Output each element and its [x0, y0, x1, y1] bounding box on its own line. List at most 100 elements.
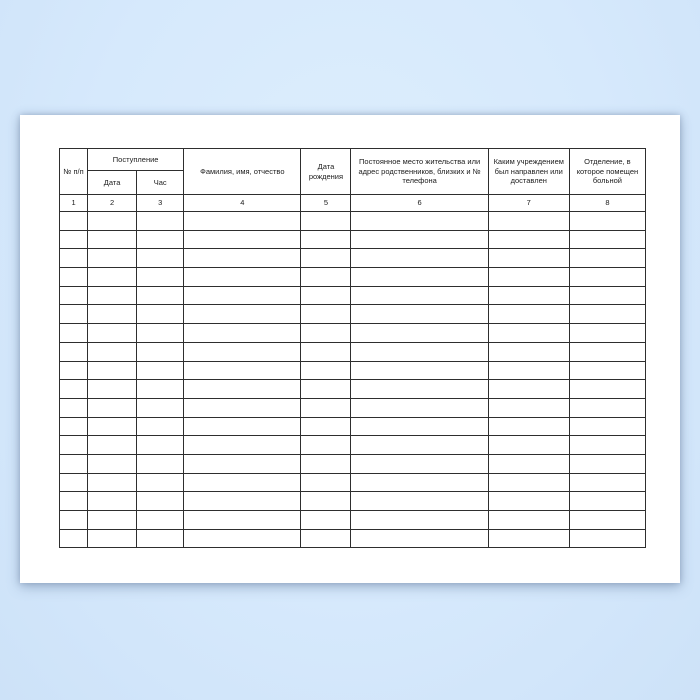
empty-cell — [350, 248, 489, 269]
empty-cell — [350, 379, 489, 399]
header-cell-admission-hour: Час — [136, 170, 185, 195]
empty-cell — [136, 453, 185, 474]
empty-cell — [136, 397, 185, 418]
empty-cell — [568, 267, 647, 287]
table-row — [58, 491, 647, 511]
empty-cell — [300, 379, 352, 399]
empty-cell — [300, 248, 352, 269]
column-number-cell: 1 — [58, 194, 89, 212]
empty-cell — [350, 397, 489, 418]
empty-cell — [183, 267, 302, 287]
table-row — [58, 285, 647, 306]
empty-cell — [136, 510, 185, 530]
empty-cell — [568, 397, 647, 418]
empty-cell — [183, 491, 302, 511]
empty-cell — [87, 510, 138, 530]
empty-cell — [183, 453, 302, 474]
empty-cell — [87, 341, 138, 362]
table-row — [58, 416, 647, 437]
empty-cell — [87, 416, 138, 437]
empty-cell — [136, 472, 185, 493]
empty-cell — [487, 397, 570, 418]
empty-cell — [568, 229, 647, 250]
empty-cell — [136, 435, 185, 455]
empty-cell — [58, 491, 89, 511]
column-number-cell: 3 — [136, 194, 185, 212]
table-row — [58, 360, 647, 381]
empty-cell — [58, 510, 89, 530]
empty-cell — [183, 379, 302, 399]
empty-cell — [350, 323, 489, 343]
empty-cell — [183, 304, 302, 325]
empty-cell — [58, 248, 89, 269]
empty-cell — [568, 211, 647, 231]
empty-cell — [568, 510, 647, 530]
empty-cell — [300, 491, 352, 511]
empty-cell — [300, 528, 352, 549]
empty-cell — [487, 528, 570, 549]
table-row — [58, 528, 647, 549]
table-row — [58, 267, 647, 287]
table-row — [58, 211, 647, 231]
empty-cell — [136, 323, 185, 343]
empty-cell — [87, 360, 138, 381]
empty-cell — [568, 435, 647, 455]
empty-cell — [136, 416, 185, 437]
empty-cell — [136, 379, 185, 399]
empty-cell — [300, 229, 352, 250]
empty-cell — [350, 267, 489, 287]
empty-cell — [58, 304, 89, 325]
empty-cell — [58, 435, 89, 455]
empty-cell — [87, 435, 138, 455]
empty-cell — [350, 229, 489, 250]
empty-cell — [568, 341, 647, 362]
table-row — [58, 229, 647, 250]
header-row-top: № п/п Поступление Фамилия, имя, отчество… — [58, 148, 647, 195]
empty-cell — [300, 211, 352, 231]
empty-cell — [568, 248, 647, 269]
empty-cell — [183, 229, 302, 250]
empty-cell — [300, 472, 352, 493]
table-row — [58, 453, 647, 474]
empty-cell — [183, 248, 302, 269]
empty-cell — [58, 416, 89, 437]
empty-cell — [58, 379, 89, 399]
empty-cell — [487, 248, 570, 269]
empty-cell — [300, 341, 352, 362]
empty-cell — [87, 379, 138, 399]
empty-cell — [487, 472, 570, 493]
empty-cell — [487, 267, 570, 287]
empty-cell — [350, 472, 489, 493]
empty-cell — [58, 211, 89, 231]
empty-cell — [487, 323, 570, 343]
empty-cell — [350, 360, 489, 381]
empty-cell — [58, 472, 89, 493]
empty-cell — [58, 323, 89, 343]
empty-cell — [300, 416, 352, 437]
empty-cell — [568, 416, 647, 437]
empty-cell — [136, 229, 185, 250]
empty-cell — [87, 528, 138, 549]
empty-cell — [487, 360, 570, 381]
empty-cell — [568, 285, 647, 306]
empty-cell — [350, 510, 489, 530]
table-row — [58, 435, 647, 455]
table-row — [58, 397, 647, 418]
empty-cell — [183, 416, 302, 437]
header-cell-referring-institution: Каким учреждением был направлен или дост… — [487, 148, 570, 195]
empty-cell — [350, 304, 489, 325]
empty-cell — [87, 491, 138, 511]
paper-sheet: № п/п Поступление Фамилия, имя, отчество… — [20, 115, 680, 583]
table-row — [58, 510, 647, 530]
empty-cell — [183, 323, 302, 343]
header-cell-admission-date: Дата — [87, 170, 138, 195]
header-cell-full-name: Фамилия, имя, отчество — [183, 148, 302, 195]
empty-cell — [300, 397, 352, 418]
empty-cell — [487, 304, 570, 325]
empty-cell — [568, 323, 647, 343]
empty-cell — [183, 510, 302, 530]
empty-cell — [136, 267, 185, 287]
table-row — [58, 341, 647, 362]
empty-cell — [136, 211, 185, 231]
empty-cell — [87, 211, 138, 231]
